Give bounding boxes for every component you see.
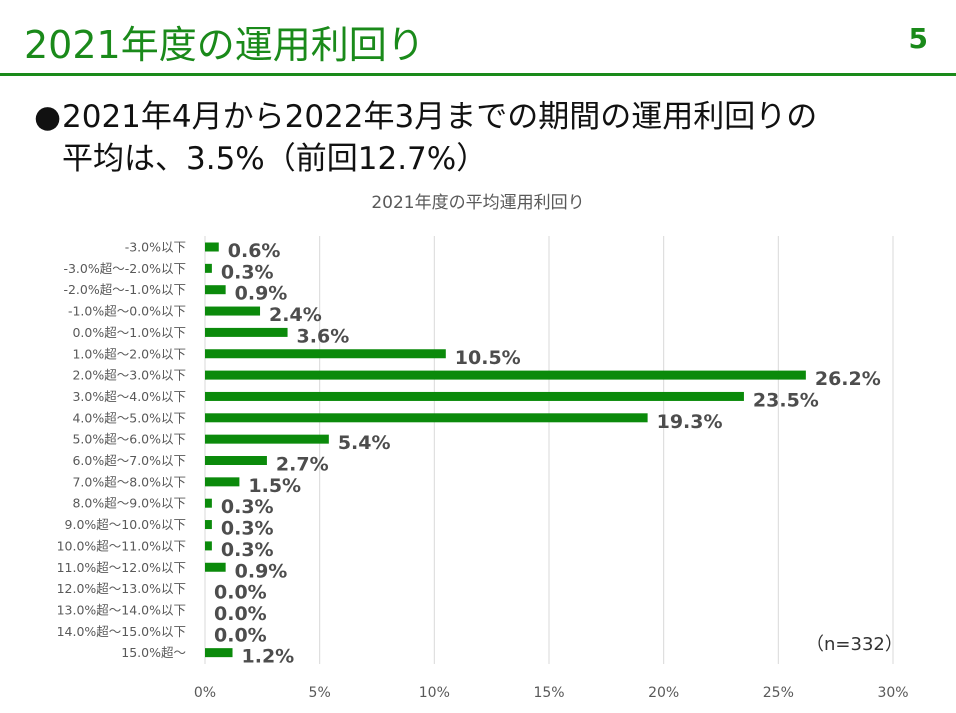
category-label: 15.0%超～ [121,645,186,660]
x-tick-label: 15% [533,685,564,701]
bar [205,349,446,359]
data-label: 5.4% [338,432,391,454]
category-label: 10.0%超～11.0%以下 [57,538,186,553]
data-label: 0.0% [214,603,267,625]
category-label: -3.0%以下 [125,240,186,255]
category-label: 3.0%超～4.0%以下 [72,389,186,404]
category-label: 11.0%超～12.0%以下 [57,560,186,575]
data-label: 0.3% [221,539,274,561]
data-label: 0.3% [221,261,274,283]
bar [205,327,288,337]
page-number: 5 [908,22,928,55]
chart-title: 2021年度の平均運用利回り [371,193,585,213]
category-label: 6.0%超～7.0%以下 [72,453,186,468]
data-label: 0.9% [235,283,288,305]
bar [205,456,267,465]
title-divider [0,73,956,76]
x-tick-label: 30% [877,685,908,701]
category-label: 7.0%超～8.0%以下 [72,474,186,489]
bar [205,648,233,658]
data-label: 0.6% [228,240,281,262]
data-label: 0.9% [235,560,288,582]
category-label: -1.0%超～0.0%以下 [68,304,186,319]
category-label: 0.0%超～1.0%以下 [72,325,186,340]
bar [205,263,212,273]
data-label: 0.3% [221,518,274,540]
bar [205,541,212,551]
category-label: 14.0%超～15.0%以下 [57,624,186,639]
category-label: 2.0%超～3.0%以下 [72,368,186,383]
category-label: 5.0%超～6.0%以下 [72,432,186,447]
data-label: 2.7% [276,454,329,476]
bar [205,370,806,380]
slide-title: 2021年度の運用利回り [24,23,425,67]
x-tick-label: 5% [309,685,331,701]
data-label: 26.2% [815,368,881,390]
summary-bullet: ●2021年4月から2022年3月までの期間の運用利回りの 平均は、3.5%（前… [34,96,934,180]
bar [205,434,329,444]
category-label: 8.0%超～9.0%以下 [72,496,186,511]
bar [205,498,212,508]
category-label: 1.0%超～2.0%以下 [72,346,186,361]
data-label: 0.0% [214,582,267,604]
category-label: -3.0%超～-2.0%以下 [63,261,186,276]
category-label: -2.0%超～-1.0%以下 [63,282,186,297]
data-label: 2.4% [269,304,322,326]
data-label: 1.5% [248,475,301,497]
data-label: 19.3% [657,411,723,433]
bar [205,306,261,316]
category-label: 13.0%超～14.0%以下 [57,602,186,617]
bullet-line-1: 2021年4月から2022年3月までの期間の運用利回りの [62,99,818,135]
bar [205,520,212,530]
bar [205,391,744,401]
x-tick-label: 20% [648,685,679,701]
data-label: 0.3% [221,496,274,518]
sample-size-note: （n=332） [806,634,903,655]
data-label: 3.6% [297,325,350,347]
x-tick-label: 0% [194,685,216,701]
bar [205,477,240,487]
category-label: 4.0%超～5.0%以下 [72,410,186,425]
data-label: 23.5% [753,389,819,411]
x-tick-label: 10% [419,685,450,701]
data-label: 1.2% [242,646,295,668]
bar [205,413,648,423]
bullet-line-2: 平均は、3.5%（前回12.7%） [62,141,488,177]
bar [205,285,226,295]
bar [205,562,226,572]
category-label: 9.0%超～10.0%以下 [65,517,186,532]
bar [205,242,219,252]
bullet-dot-icon: ● [34,99,62,135]
data-label: 0.0% [214,624,267,646]
category-label: 12.0%超～13.0%以下 [57,581,186,596]
x-tick-label: 25% [763,685,794,701]
data-label: 10.5% [455,347,521,369]
